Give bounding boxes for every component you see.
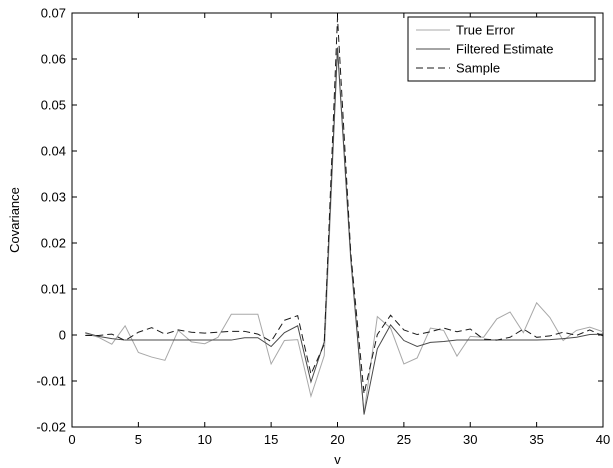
y-tick-label: 0.03 bbox=[41, 190, 66, 205]
tick-labels: 0 5 10 15 20 25 30 35 40 -0.02 -0.01 0 0.01 0.02 0.03 0… bbox=[36, 6, 610, 448]
y-tick-label: 0.06 bbox=[41, 52, 66, 67]
x-tick-label: 25 bbox=[397, 432, 411, 447]
y-tick-label: 0.01 bbox=[41, 282, 66, 297]
y-axis-label: Covariance bbox=[7, 187, 22, 253]
y-tick-label: 0.04 bbox=[41, 144, 66, 159]
x-tick-label: 5 bbox=[135, 432, 142, 447]
legend-label: Filtered Estimate bbox=[456, 42, 554, 57]
series-lines bbox=[85, 17, 604, 415]
y-tick-label: 0.07 bbox=[41, 6, 66, 21]
legend-label: True Error bbox=[456, 23, 515, 38]
y-tick-label: -0.02 bbox=[36, 420, 66, 435]
x-tick-label: 40 bbox=[596, 432, 610, 447]
y-tick-label: 0 bbox=[59, 328, 66, 343]
legend: True Error Filtered Estimate Sample bbox=[407, 16, 596, 82]
x-tick-label: 0 bbox=[68, 432, 75, 447]
y-tick-label: 0.05 bbox=[41, 98, 66, 113]
legend-label: Sample bbox=[456, 61, 500, 76]
plot-area bbox=[71, 12, 604, 428]
series-line-filtered-estimate bbox=[85, 47, 604, 415]
x-tick-label: 20 bbox=[330, 432, 344, 447]
y-tick-label: 0.02 bbox=[41, 236, 66, 251]
x-tick-label: 30 bbox=[463, 432, 477, 447]
axis-ticks bbox=[71, 12, 604, 428]
x-tick-label: 10 bbox=[198, 432, 212, 447]
series-line-sample bbox=[85, 17, 604, 394]
x-axis-label: v bbox=[334, 452, 341, 467]
y-tick-label: -0.01 bbox=[36, 374, 66, 389]
x-tick-label: 15 bbox=[264, 432, 278, 447]
x-tick-label: 35 bbox=[529, 432, 543, 447]
